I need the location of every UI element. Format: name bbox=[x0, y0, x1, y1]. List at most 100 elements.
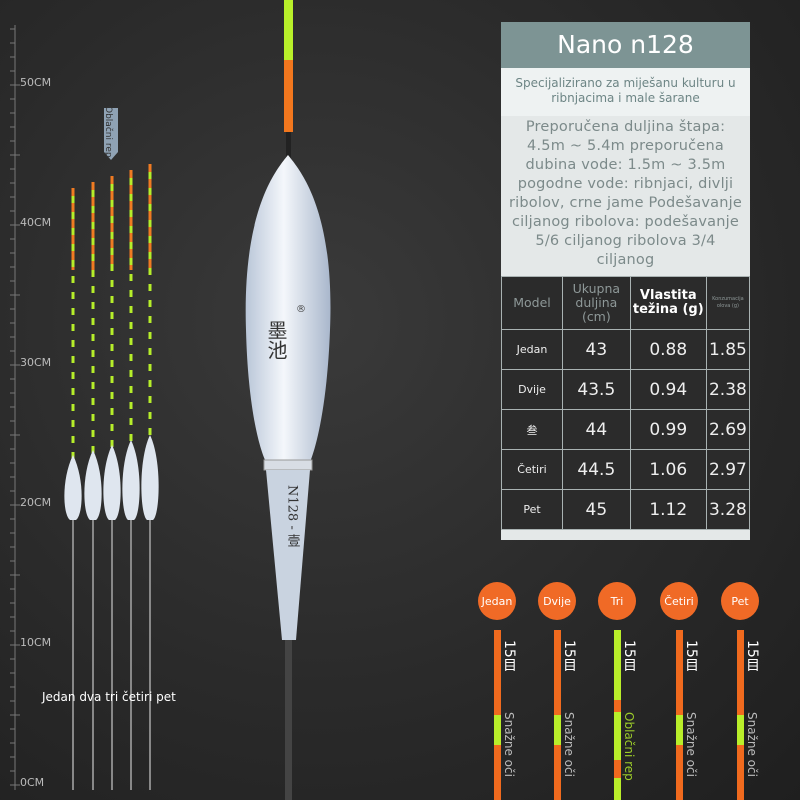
table-header: Model Ukupna duljina (cm) Vlastita težina … bbox=[501, 276, 751, 330]
float-model: N128 - 壹 bbox=[285, 485, 301, 547]
variant-mesh: 15目 bbox=[621, 640, 637, 672]
mini-tip-band bbox=[148, 316, 152, 323]
variant-badge bbox=[660, 582, 698, 620]
mini-tip-band bbox=[110, 216, 114, 223]
table-header-cell: Konzumacija olova (g) bbox=[705, 276, 751, 330]
mini-tip-band bbox=[71, 196, 75, 203]
mini-tip-band bbox=[91, 270, 95, 277]
mini-tip-band bbox=[129, 402, 133, 409]
mini-tip-band bbox=[91, 334, 95, 341]
float-ring bbox=[263, 459, 313, 471]
mini-tip-band bbox=[71, 388, 75, 395]
mini-body bbox=[64, 455, 82, 520]
table-cell: 1.12 bbox=[629, 489, 707, 530]
mini-tip-band bbox=[91, 222, 95, 229]
mini-tip bbox=[148, 164, 152, 270]
table-cell: Jedan bbox=[501, 329, 563, 370]
mini-tip-band bbox=[148, 188, 152, 195]
mini-tip-band bbox=[110, 424, 114, 431]
mini-tip-band bbox=[129, 194, 133, 201]
mini-tip-band bbox=[129, 338, 133, 345]
variant-badge bbox=[538, 582, 576, 620]
mini-stem bbox=[72, 520, 74, 790]
mini-body bbox=[84, 450, 102, 520]
mini-tip-band bbox=[71, 260, 75, 267]
table-body: Jedan 43 0.88 1.85 Dvije 43.5 0.94 2.38 叁 44 0.99 2… bbox=[501, 329, 751, 530]
table-cell: 叁 bbox=[501, 409, 563, 450]
mini-tip-band bbox=[91, 302, 95, 309]
mini-tip-band bbox=[71, 228, 75, 235]
mini-tip-band bbox=[129, 434, 133, 441]
variant-tip: Oblačni rep bbox=[622, 712, 636, 781]
table-header-cell: Ukupna duljina (cm) bbox=[562, 276, 631, 330]
mini-tip-band bbox=[71, 292, 75, 299]
mini-tip-band bbox=[91, 254, 95, 261]
mini-tip-band bbox=[71, 372, 75, 379]
variant-mesh: 15目 bbox=[683, 640, 699, 672]
mini-stem bbox=[149, 520, 151, 790]
table-cell: Dvije bbox=[501, 369, 563, 410]
table-row: Četiri 44.5 1.06 2.97 bbox=[501, 449, 751, 490]
variant-mesh: 15目 bbox=[744, 640, 760, 672]
mini-tip-band bbox=[91, 430, 95, 437]
variant-badge bbox=[721, 582, 759, 620]
table-cell: 44 bbox=[562, 409, 631, 450]
float-cone bbox=[266, 470, 310, 640]
mini-tip-band bbox=[129, 178, 133, 185]
table-cell: 44.5 bbox=[562, 449, 631, 490]
mini-tip-band bbox=[110, 200, 114, 207]
top-label: Oblačni rep bbox=[103, 106, 114, 158]
mini-tip-band bbox=[129, 258, 133, 265]
variant-badge bbox=[478, 582, 516, 620]
table-cell: 2.69 bbox=[705, 409, 751, 450]
variant-mesh: 15目 bbox=[561, 640, 577, 672]
variant-band bbox=[676, 715, 683, 745]
mini-tip-band bbox=[148, 396, 152, 403]
variant-band bbox=[494, 715, 501, 745]
spec-panel: Nano n128 Specijalizirano za miješanu ku… bbox=[501, 22, 751, 540]
mini-tip-band bbox=[71, 340, 75, 347]
mini-stem bbox=[92, 520, 94, 790]
mini-tip-band bbox=[129, 290, 133, 297]
mini-tip-band bbox=[110, 296, 114, 303]
mini-tip-band bbox=[110, 312, 114, 319]
table-cell: 2.38 bbox=[705, 369, 751, 410]
mini-tip-band bbox=[148, 204, 152, 211]
mini-tip-band bbox=[148, 236, 152, 243]
mini-tip-band bbox=[71, 244, 75, 251]
float-tip-orange bbox=[284, 60, 293, 132]
table-header-cell: Vlastita težina (g) bbox=[629, 276, 707, 330]
variant-name: Jedan bbox=[481, 595, 513, 608]
variant-badge bbox=[598, 582, 636, 620]
mini-stem bbox=[130, 520, 132, 790]
caption: Jedan dva tri četiri pet bbox=[42, 690, 176, 704]
mini-tip-band bbox=[129, 322, 133, 329]
mini-tip-band bbox=[148, 364, 152, 371]
mini-body bbox=[141, 435, 159, 520]
variant-tip: Snažne oči bbox=[502, 712, 516, 777]
mini-tip-band bbox=[148, 220, 152, 227]
float-tip-base bbox=[286, 132, 291, 162]
panel-subtitle: Specijalizirano za miješanu kulturu u ri… bbox=[501, 68, 750, 116]
float-brand: 墨池 bbox=[264, 320, 288, 360]
variant-band bbox=[614, 715, 621, 745]
mini-tip-band bbox=[71, 324, 75, 331]
mini-tip-band bbox=[71, 436, 75, 443]
table-cell: 1.85 bbox=[705, 329, 751, 370]
mini-tip-band bbox=[129, 386, 133, 393]
mini-tip-band bbox=[148, 412, 152, 419]
float-body bbox=[245, 155, 331, 462]
ruler-label: 20CM bbox=[20, 496, 51, 509]
table-row: 叁 44 0.99 2.69 bbox=[501, 409, 751, 450]
mini-tip bbox=[129, 170, 133, 270]
float-stem bbox=[285, 640, 292, 800]
variant-band bbox=[614, 700, 621, 712]
mini-tip-band bbox=[71, 420, 75, 427]
float-tip-green bbox=[284, 0, 293, 60]
table-cell: Četiri bbox=[501, 449, 563, 490]
mini-tip-band bbox=[110, 376, 114, 383]
mini-tip-band bbox=[91, 350, 95, 357]
mini-tip-band bbox=[91, 446, 95, 453]
ruler-label: 10CM bbox=[20, 636, 51, 649]
mini-tip-band bbox=[110, 248, 114, 255]
